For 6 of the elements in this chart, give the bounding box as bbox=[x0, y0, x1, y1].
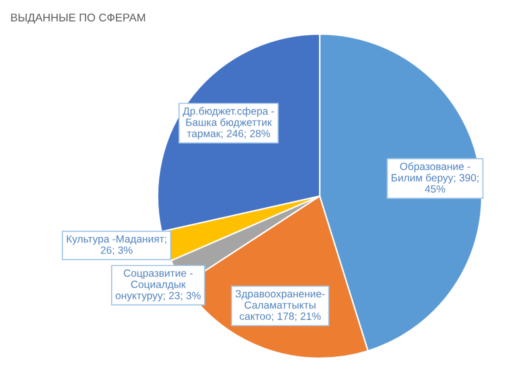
slice-label: Здравоохранение- Саламаттыкты сактоо; 178; 21% bbox=[235, 290, 325, 322]
slice-label: Соцразвитие - Социалдык онуктуруу; 23; 3% bbox=[116, 269, 201, 302]
chart-title: ВЫДАННЫЕ ПО СФЕРАМ bbox=[11, 14, 145, 24]
slice-label: Др.бюджет.сфера - Башка бюджеттик тармак; 246; 28% bbox=[182, 107, 274, 140]
slice-label: Образование - Билим беруу; 390; 45% bbox=[392, 162, 478, 193]
slice-label: Культура -Маданият; 26; 3% bbox=[66, 235, 166, 256]
